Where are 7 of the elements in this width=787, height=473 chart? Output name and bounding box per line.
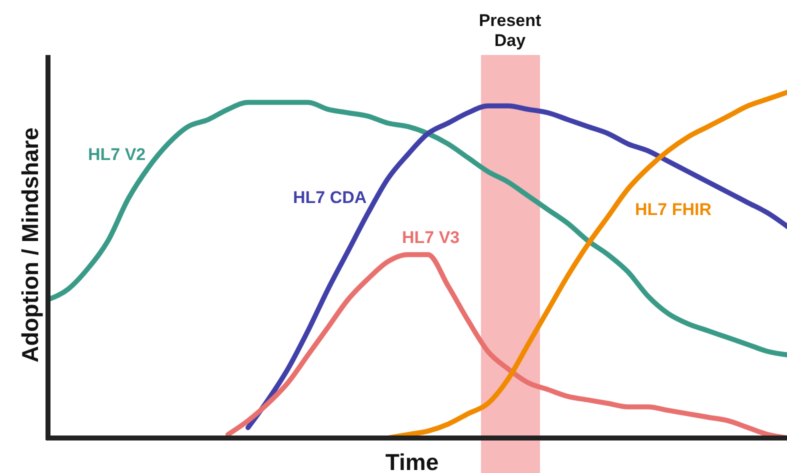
- series-label: HL7 V2: [88, 145, 146, 164]
- series-label: HL7 FHIR: [635, 200, 712, 219]
- text: Present Day: [478, 11, 542, 50]
- y-axis-title: Adoption / Mindshare: [17, 127, 43, 363]
- x-axis-title: Time: [385, 449, 439, 473]
- series-label: HL7 CDA: [293, 188, 367, 207]
- series-label: HL7 V3: [402, 228, 460, 247]
